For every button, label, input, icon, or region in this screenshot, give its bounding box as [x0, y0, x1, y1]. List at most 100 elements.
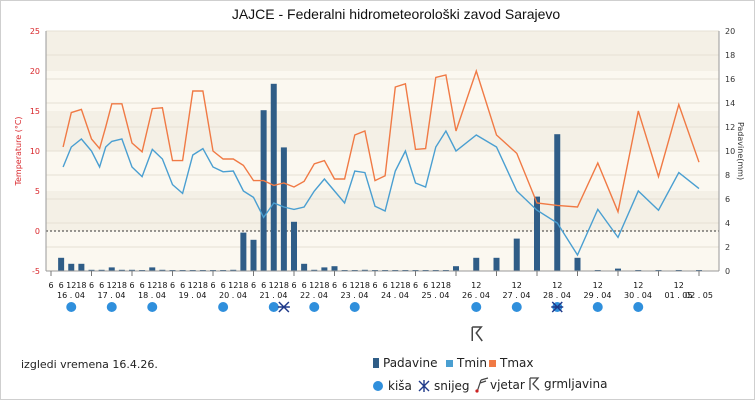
precip-bar	[453, 266, 459, 271]
right-tick-label: 12	[725, 123, 735, 132]
precip-bar	[361, 269, 368, 271]
precip-bar	[513, 238, 520, 271]
precip-bar	[534, 196, 540, 271]
background-band	[46, 111, 719, 151]
precip-bar	[118, 269, 125, 271]
issued-date: izgledi vremena 16.4.26.	[21, 358, 158, 371]
legend-tmin-swatch	[446, 359, 453, 367]
axes: -5 0 5 10 15 20 25 0 2 4 6 8 10 12 14 16 18 20	[30, 27, 735, 276]
precip-bar	[321, 267, 328, 271]
rain-icon	[268, 302, 279, 312]
temperature-lines	[62, 68, 700, 257]
rain-icon	[349, 302, 360, 312]
precip-bar	[260, 110, 267, 271]
hour-label: 6	[129, 281, 134, 290]
left-tick-label: 20	[30, 67, 40, 76]
legend-tmin-label: Tmin	[457, 356, 487, 370]
right-tick-label: 0	[725, 267, 730, 276]
legend-thunder-label: grmljavina	[544, 377, 608, 391]
precip-bar	[280, 147, 287, 271]
precip-bar	[58, 257, 65, 271]
day-label: 22 . 04	[300, 291, 328, 300]
precip-bar	[301, 263, 308, 271]
legend-tmax-swatch	[489, 359, 496, 367]
thunder-icon	[529, 377, 540, 391]
left-tick-label: 10	[30, 147, 40, 156]
tmin-line	[62, 129, 700, 257]
hour-label: 18	[279, 281, 289, 290]
day-label: 16 . 04	[57, 291, 85, 300]
legend-snow: snijeg	[418, 379, 470, 393]
background-bands	[46, 31, 719, 271]
hour-label: 18	[76, 281, 86, 290]
hour-label: 12	[674, 281, 684, 290]
precip-bar	[270, 83, 277, 271]
right-tick-label: 8	[725, 171, 730, 180]
tmax-line	[62, 68, 700, 215]
background-band	[46, 151, 719, 191]
precip-bar	[311, 269, 318, 271]
precip-bar	[291, 221, 297, 271]
right-tick-label: 6	[725, 195, 730, 204]
hour-label: 12	[228, 281, 238, 290]
right-tick-label: 14	[725, 99, 735, 108]
rain-icon	[218, 302, 229, 312]
hour-label: 6	[423, 281, 428, 290]
right-tick-label: 18	[725, 51, 735, 60]
rain-icon	[147, 302, 158, 312]
wind-icon	[475, 377, 489, 393]
precip-bar	[250, 239, 257, 271]
left-tick-label: 5	[35, 187, 40, 196]
precip-bar	[574, 257, 581, 271]
day-label: 30 . 04	[624, 291, 652, 300]
snowflake-icon	[418, 380, 430, 392]
right-axis-label: Padavine(mm)	[736, 122, 745, 180]
background-band	[46, 231, 719, 271]
precip-bar	[149, 267, 156, 271]
hour-label: 18	[238, 281, 248, 290]
hour-label: 18	[360, 281, 370, 290]
precip-bar	[159, 269, 166, 271]
hour-label: 18	[117, 281, 127, 290]
legend-snow-label: snijeg	[434, 379, 470, 393]
precip-bar	[473, 257, 480, 271]
weather-icons	[66, 301, 644, 342]
day-label: 27 . 04	[503, 291, 531, 300]
precip-bar	[240, 232, 247, 271]
hour-label: 12	[350, 281, 360, 290]
day-label: 26 . 04	[462, 291, 490, 300]
right-tick-label: 10	[725, 147, 735, 156]
legend-rain-label: kiša	[388, 379, 412, 393]
day-label: 23 . 04	[341, 291, 369, 300]
snow-icon	[277, 301, 290, 313]
legend-wind: vjetar	[473, 377, 525, 393]
hour-label: 6	[99, 281, 104, 290]
hour-label: 6	[210, 281, 215, 290]
rain-icon	[511, 302, 522, 312]
right-tick-label: 20	[725, 27, 735, 36]
legend-wind-label: vjetar	[490, 378, 525, 392]
hour-label: 6	[48, 281, 53, 290]
rain-icon	[66, 302, 77, 312]
precip-bar	[88, 269, 95, 271]
precip-bar	[108, 267, 115, 271]
day-label: 17 . 04	[98, 291, 126, 300]
background-band	[46, 71, 719, 111]
day-label: 28 . 04	[543, 291, 571, 300]
hour-label: 6	[261, 281, 266, 290]
hour-label: 6	[291, 281, 296, 290]
hour-label: 12	[512, 281, 522, 290]
right-tick-label: 4	[725, 219, 730, 228]
hour-label: 18	[441, 281, 451, 290]
precip-bar	[230, 269, 237, 271]
rain-icon	[592, 302, 603, 312]
rain-icon	[309, 302, 320, 312]
legend-rain: kiša	[373, 379, 412, 393]
hour-label: 6	[251, 281, 256, 290]
day-label: 18 . 04	[138, 291, 166, 300]
hour-label: 12	[269, 281, 279, 290]
precip-bar	[615, 268, 621, 271]
left-tick-label: 15	[30, 107, 40, 116]
hour-label: 12	[471, 281, 481, 290]
precip-bar	[78, 263, 85, 271]
